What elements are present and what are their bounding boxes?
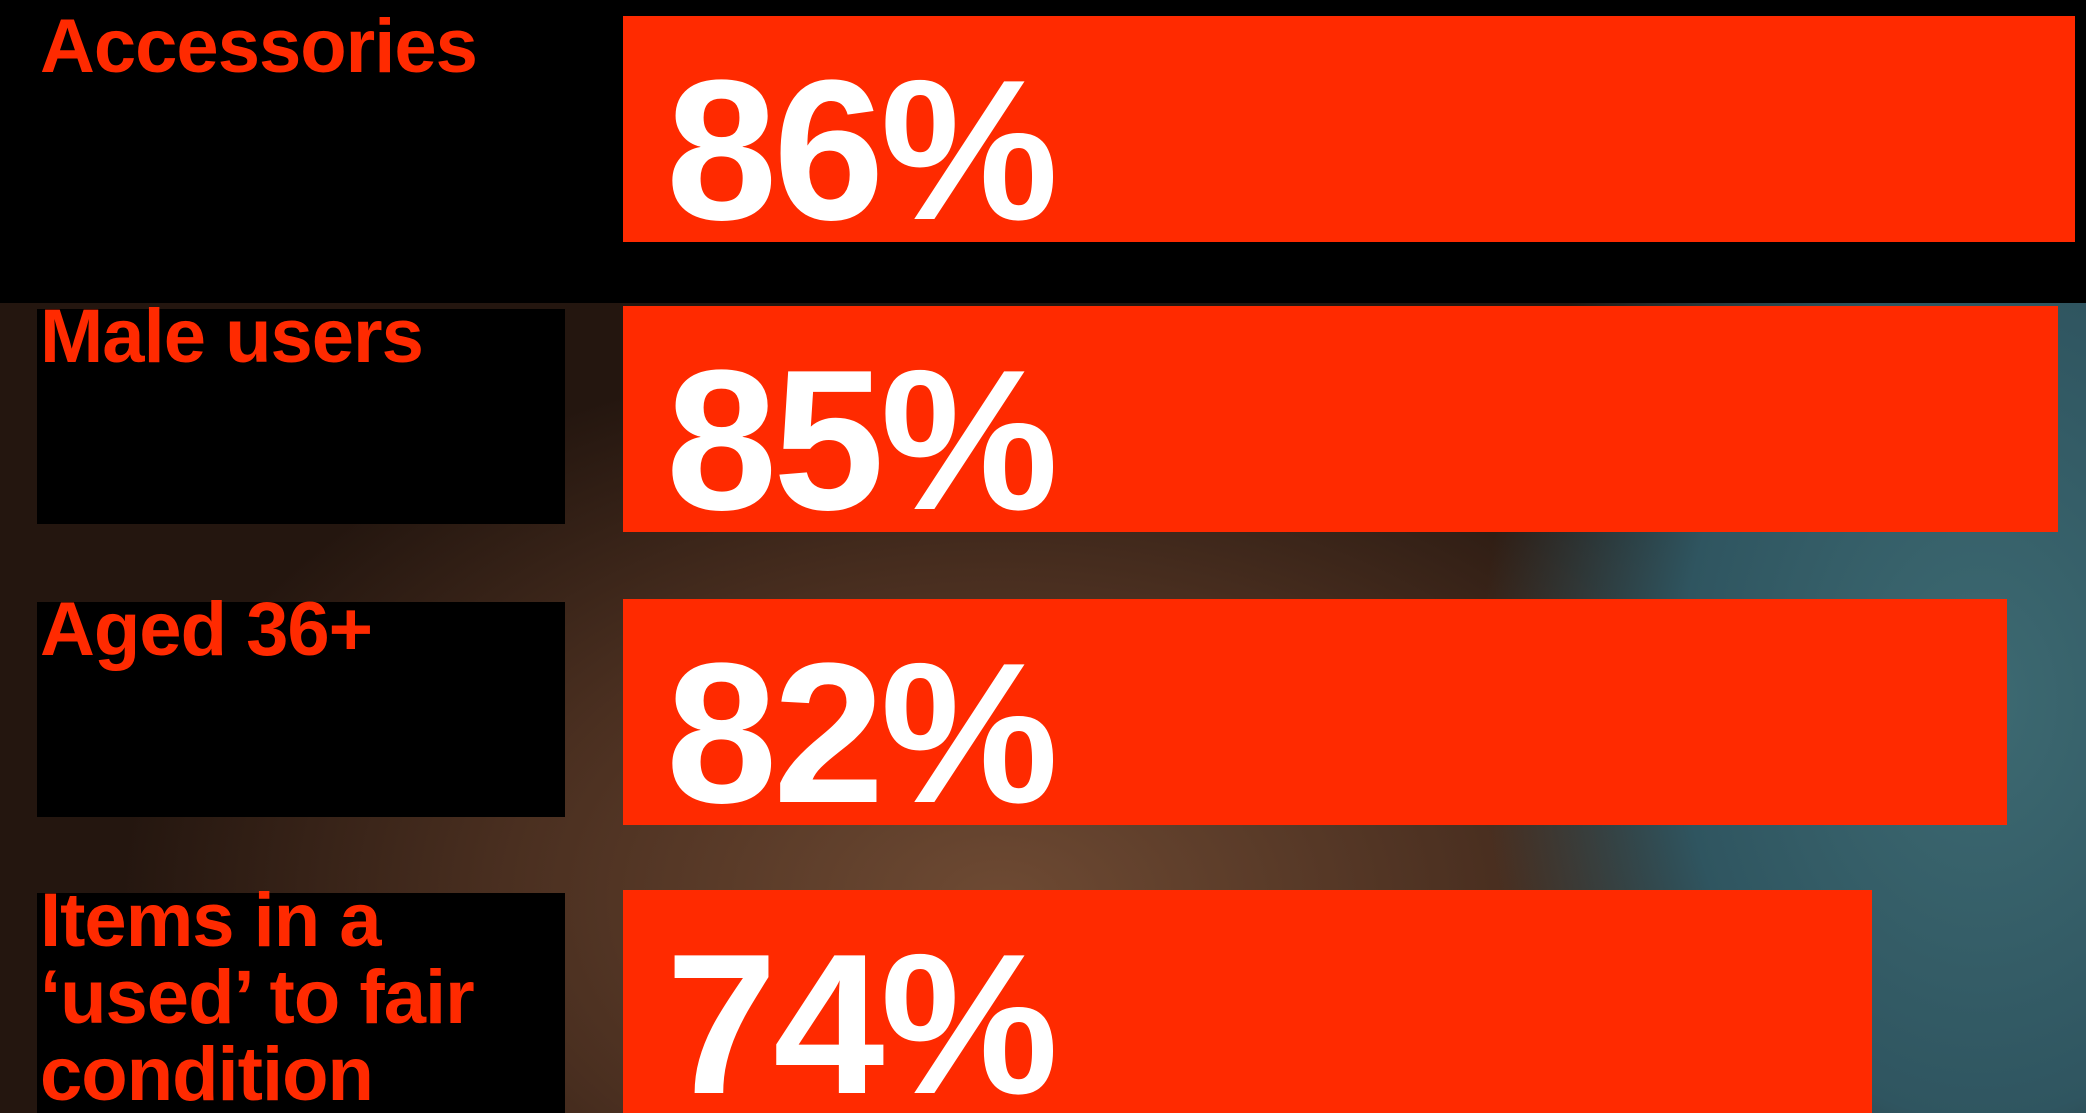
value-label: 85% xyxy=(666,329,1058,552)
category-label: Accessories xyxy=(40,4,478,89)
value-label: 82% xyxy=(666,622,1058,845)
label-box xyxy=(37,893,565,1113)
category-label: Items in a ‘used’ to fair condition xyxy=(40,878,475,1113)
label-box xyxy=(37,602,565,817)
value-label: 74% xyxy=(666,913,1058,1113)
label-box xyxy=(37,309,565,524)
bar xyxy=(623,16,2075,242)
bar xyxy=(623,890,1873,1113)
value-label: 86% xyxy=(666,39,1058,262)
category-label: Male users xyxy=(40,294,424,379)
bar xyxy=(623,306,2059,532)
bar xyxy=(623,599,2008,825)
category-label: Aged 36+ xyxy=(40,587,373,672)
